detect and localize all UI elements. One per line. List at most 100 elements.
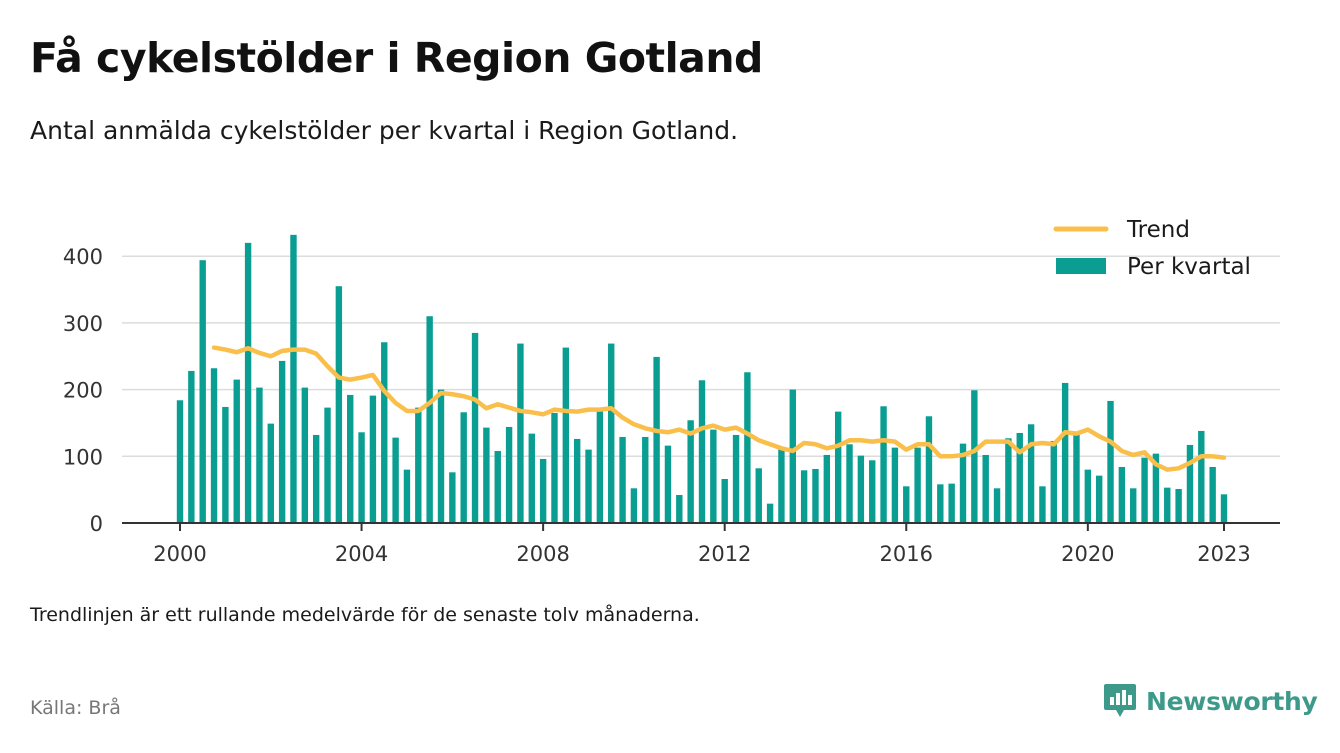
bar	[301, 387, 309, 523]
bar	[539, 458, 547, 523]
footnote: Trendlinjen är ett rullande medelvärde f…	[30, 604, 700, 626]
bar	[823, 454, 831, 523]
bar	[233, 379, 240, 523]
bar	[381, 342, 388, 523]
bar	[982, 454, 989, 523]
brand-name: Newsworthy	[1146, 686, 1318, 716]
bar	[199, 260, 206, 523]
bar	[449, 472, 456, 523]
bar	[800, 470, 808, 523]
bar	[891, 447, 899, 523]
chart-title: Få cykelstölder i Region Gotland	[30, 34, 763, 82]
bar	[857, 455, 865, 523]
trend-line	[211, 345, 1227, 472]
bar	[937, 484, 944, 523]
bar	[312, 434, 320, 523]
bar	[460, 412, 467, 523]
bar	[551, 412, 558, 523]
y-tick-label: 400	[63, 245, 103, 269]
bar	[210, 368, 218, 523]
bar	[721, 478, 728, 523]
bar	[256, 387, 263, 523]
legend: Trend Per kvartal	[1053, 217, 1251, 280]
bar	[914, 447, 921, 523]
y-tick-label: 300	[63, 312, 103, 336]
bar	[1107, 400, 1114, 523]
bar	[812, 468, 819, 523]
y-tick-label: 100	[63, 445, 103, 469]
x-tick-label: 2000	[153, 542, 206, 566]
y-tick-label: 200	[63, 379, 103, 403]
bar	[278, 360, 286, 523]
bar	[1118, 466, 1126, 523]
bar	[517, 343, 524, 523]
bar	[971, 390, 978, 523]
bar	[494, 450, 501, 523]
y-tick-label: 0	[90, 512, 103, 536]
bar	[608, 343, 615, 523]
bar	[290, 234, 297, 523]
bar	[959, 443, 967, 523]
bar	[426, 316, 433, 523]
legend-bar-label: Per kvartal	[1127, 254, 1251, 280]
bar	[471, 332, 479, 523]
bar-series	[176, 234, 1228, 524]
bar	[948, 483, 955, 523]
bar	[664, 445, 672, 523]
bar	[585, 449, 592, 523]
bar	[1164, 487, 1171, 523]
bar	[505, 426, 513, 523]
bar	[1209, 466, 1216, 523]
bar	[1095, 475, 1103, 523]
bar	[403, 469, 411, 523]
bar	[1005, 438, 1012, 523]
bar	[744, 372, 751, 523]
bar	[324, 407, 331, 523]
bar	[437, 389, 445, 523]
bar	[1061, 382, 1069, 523]
bar	[766, 503, 774, 523]
bar	[1073, 434, 1080, 523]
bar	[1198, 430, 1205, 523]
bar	[710, 429, 717, 523]
bar	[676, 494, 683, 523]
x-axis-tick-labels: 2000 2004 2008 2012 2016 2020 2023	[153, 523, 1251, 566]
x-tick-label: 2012	[698, 542, 751, 566]
bar	[1220, 494, 1228, 523]
bar	[1039, 486, 1046, 523]
bar	[528, 433, 535, 523]
bar	[642, 436, 649, 523]
bar	[1186, 444, 1194, 523]
bar	[789, 389, 796, 523]
bar	[619, 436, 626, 523]
bar	[596, 409, 604, 523]
bar	[1016, 432, 1023, 523]
bar	[869, 460, 876, 523]
legend-trend-label: Trend	[1126, 217, 1190, 243]
chart-subtitle: Antal anmälda cykelstölder per kvartal i…	[30, 116, 739, 145]
x-tick-label: 2020	[1061, 542, 1114, 566]
bar	[1152, 453, 1160, 523]
bar	[834, 411, 842, 523]
bar	[347, 394, 354, 523]
bar	[1027, 424, 1035, 523]
bar	[778, 447, 785, 523]
trend-series	[211, 345, 1227, 472]
bar	[483, 427, 490, 523]
source-label: Källa: Brå	[30, 697, 121, 719]
bar	[176, 400, 184, 523]
bar	[244, 242, 252, 524]
y-axis-tick-labels: 0 100 200 300 400	[63, 245, 103, 536]
bar	[1050, 440, 1057, 523]
brand-logo: Newsworthy	[1102, 682, 1318, 720]
bar	[653, 356, 660, 523]
bar	[1175, 488, 1182, 523]
newsworthy-logo-icon	[1104, 684, 1136, 717]
bar	[573, 438, 581, 523]
bar	[698, 380, 706, 523]
x-tick-label: 2008	[516, 542, 569, 566]
legend-bar-swatch	[1056, 258, 1106, 274]
bar	[335, 286, 343, 523]
bar	[903, 486, 910, 523]
